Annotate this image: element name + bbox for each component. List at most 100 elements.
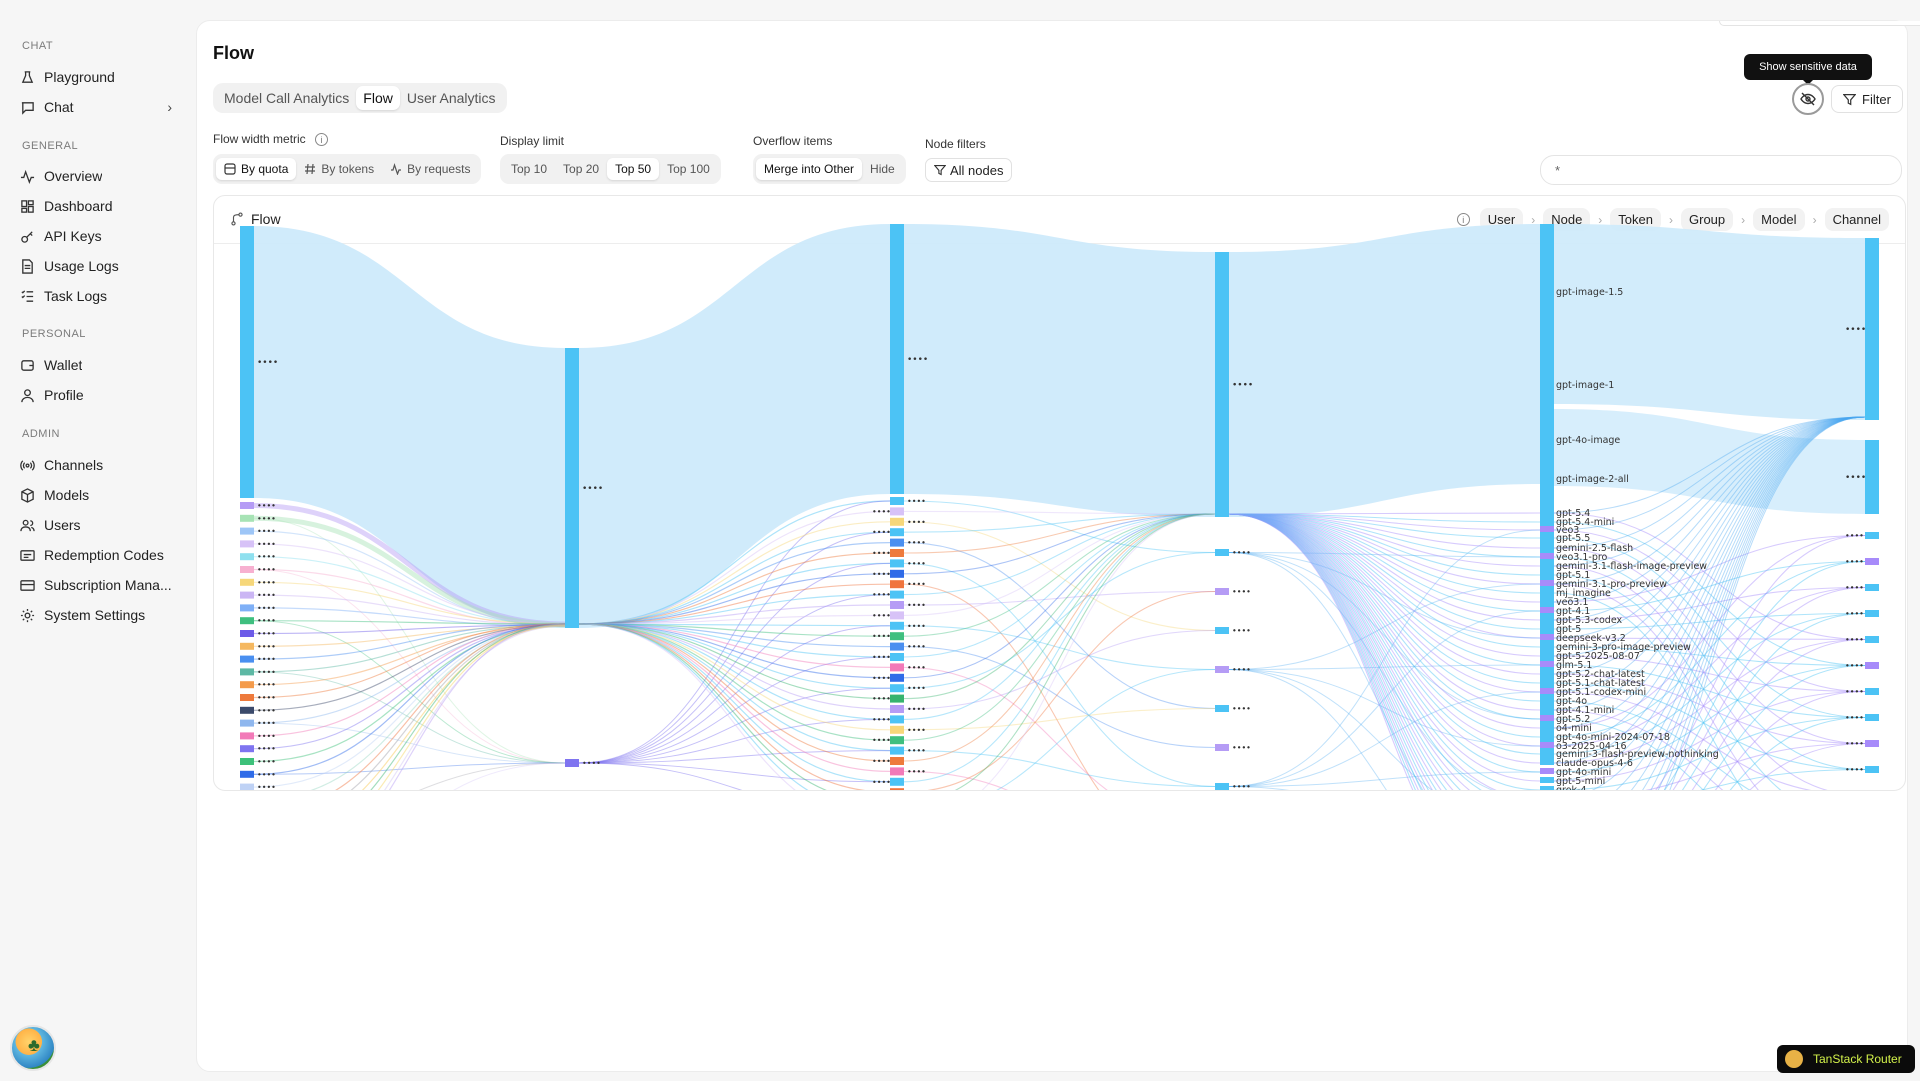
limit-top-20[interactable]: Top 20 bbox=[563, 162, 600, 176]
token-node[interactable] bbox=[890, 767, 904, 776]
tab-model-call-analytics[interactable]: Model Call Analytics bbox=[224, 90, 350, 106]
model-node[interactable] bbox=[1540, 589, 1554, 595]
sidebar-item-subscription[interactable]: Subscription Mana... bbox=[20, 572, 180, 598]
user-node[interactable] bbox=[240, 578, 254, 586]
token-node[interactable] bbox=[890, 736, 904, 745]
overflow-merge[interactable]: Merge into Other bbox=[756, 158, 863, 180]
user-node[interactable] bbox=[240, 719, 254, 727]
group-node[interactable] bbox=[1215, 666, 1229, 673]
token-node[interactable] bbox=[890, 580, 904, 589]
user-node[interactable] bbox=[240, 527, 254, 535]
sidebar-item-overview[interactable]: Overview bbox=[20, 163, 180, 189]
token-node[interactable] bbox=[890, 528, 904, 537]
group-node[interactable] bbox=[1215, 549, 1229, 556]
limit-top-100[interactable]: Top 100 bbox=[667, 162, 710, 176]
model-node[interactable] bbox=[1540, 652, 1554, 658]
sidebar-item-channels[interactable]: Channels bbox=[20, 452, 180, 478]
sidebar-item-usage-logs[interactable]: Usage Logs bbox=[20, 253, 180, 279]
token-node[interactable] bbox=[890, 777, 904, 786]
user-node[interactable] bbox=[240, 745, 254, 753]
toggle-sensitive-button[interactable] bbox=[1792, 83, 1824, 115]
overflow-hide[interactable]: Hide bbox=[870, 162, 895, 176]
token-node[interactable] bbox=[890, 715, 904, 724]
group-node[interactable] bbox=[1215, 252, 1229, 517]
model-node[interactable] bbox=[1540, 759, 1554, 765]
user-node[interactable] bbox=[240, 502, 254, 509]
user-node[interactable] bbox=[240, 226, 254, 498]
model-node[interactable] bbox=[1540, 750, 1554, 756]
avatar[interactable]: ♣ bbox=[10, 1025, 56, 1071]
sidebar-item-wallet[interactable]: Wallet bbox=[20, 352, 180, 378]
limit-top-50[interactable]: Top 50 bbox=[607, 158, 660, 180]
model-node[interactable] bbox=[1540, 661, 1554, 667]
token-node[interactable] bbox=[890, 632, 904, 641]
channel-node[interactable] bbox=[1865, 584, 1879, 591]
channel-node[interactable] bbox=[1865, 714, 1879, 721]
tab-flow[interactable]: Flow bbox=[356, 86, 400, 110]
user-node[interactable] bbox=[240, 642, 254, 650]
metric-by-tokens[interactable]: By tokens bbox=[296, 158, 382, 180]
user-node[interactable] bbox=[240, 566, 254, 573]
token-node[interactable] bbox=[890, 517, 904, 526]
model-node[interactable] bbox=[1540, 697, 1554, 703]
token-node[interactable] bbox=[890, 569, 904, 578]
metric-by-requests[interactable]: By requests bbox=[382, 158, 478, 180]
crumb-channel[interactable]: Channel bbox=[1824, 208, 1889, 231]
model-node[interactable] bbox=[1540, 715, 1554, 721]
user-node[interactable] bbox=[240, 591, 254, 599]
model-node[interactable] bbox=[1540, 777, 1554, 783]
model-node[interactable] bbox=[1540, 562, 1554, 568]
user-node[interactable] bbox=[240, 694, 254, 701]
group-node[interactable] bbox=[1215, 627, 1229, 634]
user-node[interactable] bbox=[240, 604, 254, 612]
crumb-model[interactable]: Model bbox=[1753, 208, 1805, 231]
token-node[interactable] bbox=[890, 549, 904, 557]
group-node[interactable] bbox=[1215, 744, 1229, 751]
user-node[interactable] bbox=[240, 553, 254, 561]
token-node[interactable] bbox=[890, 746, 904, 755]
info-icon[interactable]: i bbox=[315, 133, 329, 147]
model-node[interactable] bbox=[1540, 706, 1554, 712]
channel-node[interactable] bbox=[1865, 688, 1879, 695]
sidebar-item-redemption-codes[interactable]: Redemption Codes bbox=[20, 542, 180, 568]
sidebar-item-api-keys[interactable]: API Keys bbox=[20, 223, 180, 249]
user-node[interactable] bbox=[240, 681, 254, 689]
group-node[interactable] bbox=[1215, 783, 1229, 790]
token-node[interactable] bbox=[890, 590, 904, 599]
model-node[interactable] bbox=[1540, 786, 1554, 791]
user-node[interactable] bbox=[240, 758, 254, 765]
model-node[interactable] bbox=[1540, 733, 1554, 739]
model-node[interactable] bbox=[1540, 544, 1554, 550]
channel-node[interactable] bbox=[1865, 238, 1879, 420]
user-node[interactable] bbox=[240, 770, 254, 778]
group-node[interactable] bbox=[1215, 705, 1229, 712]
channel-node[interactable] bbox=[1865, 766, 1879, 773]
channel-node[interactable] bbox=[1865, 440, 1879, 514]
model-node[interactable] bbox=[1540, 616, 1554, 622]
channel-node[interactable] bbox=[1865, 558, 1879, 565]
model-node[interactable] bbox=[1540, 724, 1554, 730]
model-node[interactable] bbox=[1540, 598, 1554, 604]
model-node[interactable] bbox=[1540, 509, 1554, 515]
user-node[interactable] bbox=[240, 706, 254, 714]
filter-button[interactable]: Filter bbox=[1831, 85, 1903, 113]
token-node[interactable] bbox=[890, 673, 904, 682]
model-node[interactable] bbox=[1540, 634, 1554, 640]
sidebar-item-system-settings[interactable]: System Settings bbox=[20, 602, 180, 628]
user-node[interactable] bbox=[240, 655, 254, 663]
model-node[interactable] bbox=[1540, 526, 1554, 532]
model-node[interactable] bbox=[1540, 768, 1554, 774]
model-node[interactable] bbox=[1540, 670, 1554, 676]
channel-node[interactable] bbox=[1865, 532, 1879, 539]
model-node[interactable] bbox=[1540, 607, 1554, 613]
token-node[interactable] bbox=[890, 725, 904, 734]
token-node[interactable] bbox=[890, 694, 904, 703]
model-node[interactable] bbox=[1540, 534, 1554, 540]
channel-node[interactable] bbox=[1865, 636, 1879, 643]
user-node[interactable] bbox=[240, 783, 254, 791]
model-node[interactable] bbox=[1540, 553, 1554, 559]
sidebar-item-dashboard[interactable]: Dashboard bbox=[20, 193, 180, 219]
token-node[interactable] bbox=[890, 507, 904, 516]
sidebar-item-chat[interactable]: Chat › bbox=[20, 94, 180, 120]
token-node[interactable] bbox=[890, 601, 904, 609]
